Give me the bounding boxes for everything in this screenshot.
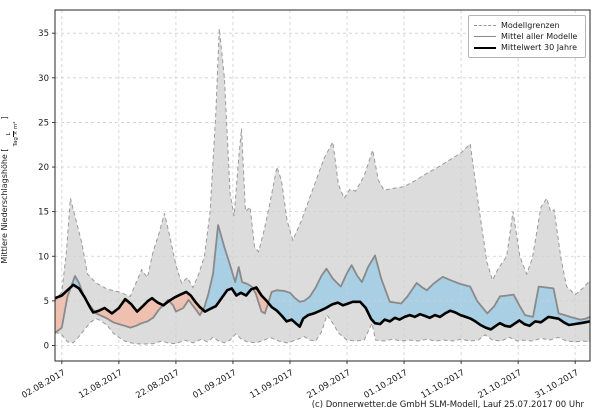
y-tick-label: 10 — [38, 252, 49, 262]
x-tick-label: 11.09.2017 — [248, 368, 295, 401]
x-tick-label: 21.10.2017 — [476, 368, 523, 401]
below-normal-fill — [95, 298, 163, 328]
x-tick-label: 02.08.2017 — [20, 368, 67, 401]
y-tick-label: 15 — [38, 208, 49, 218]
x-tick-label: 12.08.2017 — [77, 368, 124, 401]
x-tick-label: 01.09.2017 — [191, 368, 238, 401]
legend-item-mittel-aller-modelle: Mittel aller Modelle — [474, 31, 579, 42]
y-axis-label: Mittlere Niederschlagshöhe [L Tag × m²] — [0, 50, 19, 330]
credit-text: (c) Donnerwetter.de GmbH SLM-Modell, Lau… — [311, 400, 584, 410]
x-tick-label: 22.08.2017 — [134, 368, 181, 401]
above-normal-fill — [269, 256, 590, 330]
y-tick-label: 0 — [44, 341, 49, 351]
model-range-lower-line — [54, 314, 591, 345]
dashed-line-key-icon — [474, 25, 496, 26]
model-range-band — [55, 28, 590, 345]
y-axis-label-prefix: Mittlere Niederschlagshöhe [ — [0, 148, 9, 264]
y-axis-label-suffix: ] — [0, 116, 9, 120]
legend-label: Mittel aller Modelle — [501, 32, 578, 41]
y-tick-label: 20 — [38, 163, 49, 173]
x-tick-label: 21.09.2017 — [305, 368, 352, 401]
y-tick-label: 30 — [38, 74, 49, 84]
black-line-key-icon — [474, 46, 496, 49]
gray-line-key-icon — [474, 36, 496, 37]
y-tick-label: 5 — [44, 297, 49, 307]
x-tick-label: 11.10.2017 — [419, 368, 466, 401]
legend-label: Modellgrenzen — [501, 21, 560, 30]
y-tick-label: 25 — [38, 118, 49, 128]
x-tick-label: 31.10.2017 — [534, 368, 581, 401]
y-tick-label: 35 — [38, 29, 49, 39]
above-normal-fill — [203, 226, 253, 312]
y-axis-unit-fraction: L Tag × m² — [6, 120, 19, 147]
x-tick-label: 01.10.2017 — [362, 368, 409, 401]
legend-label: Mittelwert 30 Jahre — [501, 43, 578, 52]
plot-border — [54, 9, 591, 362]
model-mean-line — [54, 224, 591, 334]
30-year-mean-line — [54, 283, 591, 331]
legend-item-modellgrenzen: Modellgrenzen — [474, 20, 579, 31]
legend-item-mittelwert-30-jahre: Mittelwert 30 Jahre — [474, 42, 579, 53]
model-range-upper-line — [54, 28, 591, 302]
unit-denominator: Tag × m² — [12, 121, 19, 147]
legend: Modellgrenzen Mittel aller Modelle Mitte… — [468, 15, 586, 58]
